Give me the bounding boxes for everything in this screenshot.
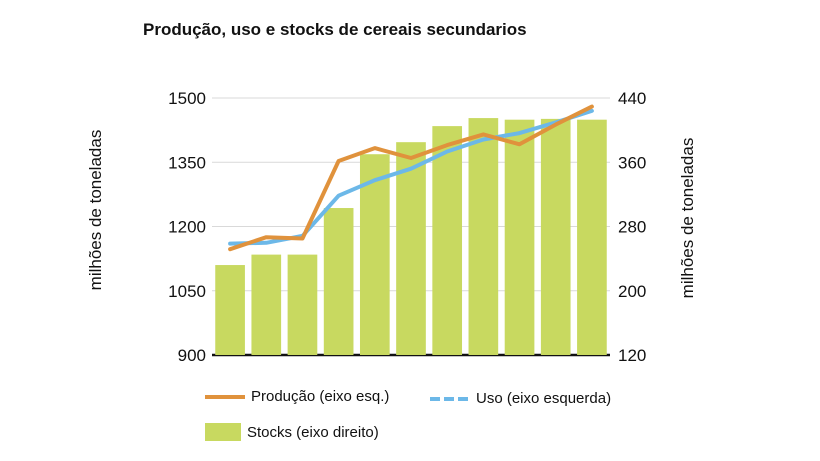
left-tick-label: 1050 <box>168 282 206 301</box>
stocks-bar <box>396 142 426 355</box>
left-tick-label: 1500 <box>168 89 206 108</box>
tick-labels: 1500 1350 1200 1050 900 440 360 280 200 120 <box>168 89 646 365</box>
stocks-bar <box>251 254 282 355</box>
right-tick-label: 120 <box>618 346 646 365</box>
stocks-bar <box>504 119 535 355</box>
stocks-bars <box>215 118 607 355</box>
stocks-bar <box>540 118 571 355</box>
y-axis-label-left: milhões de toneladas <box>86 129 105 291</box>
legend-producao: Produção (eixo esq.) <box>205 388 389 405</box>
left-tick-label: 900 <box>178 346 206 365</box>
producao-line <box>228 104 594 252</box>
legend-swatch-producao <box>205 394 245 399</box>
series-lines <box>228 104 594 252</box>
legend-label-uso: Uso (eixo esquerda) <box>476 390 612 407</box>
right-tick-label: 280 <box>618 218 646 237</box>
left-tick-label: 1350 <box>168 153 206 172</box>
legend-uso: Uso (eixo esquerda) <box>430 390 611 407</box>
stocks-bar <box>577 119 607 355</box>
stocks-bar <box>323 208 354 355</box>
left-tick-label: 1200 <box>168 218 206 237</box>
right-tick-label: 440 <box>618 89 646 108</box>
right-tick-label: 200 <box>618 282 646 301</box>
legend-label-stocks: Stocks (eixo direito) <box>247 423 379 441</box>
stocks-bar <box>468 118 499 355</box>
chart-title: Produção, uso e stocks de cereais secund… <box>143 20 527 39</box>
legend-swatch-uso <box>430 396 470 401</box>
y-axis-label-right: milhões de toneladas <box>678 137 697 299</box>
stocks-bar <box>432 126 463 355</box>
legend-label-producao: Produção (eixo esq.) <box>251 388 390 405</box>
legend-stocks: Stocks (eixo direito) <box>205 423 379 441</box>
stocks-bar <box>287 254 318 355</box>
legend-swatch-stocks <box>205 423 241 441</box>
stocks-bar <box>215 265 245 355</box>
right-tick-label: 360 <box>618 153 646 172</box>
stocks-bar <box>359 154 390 355</box>
